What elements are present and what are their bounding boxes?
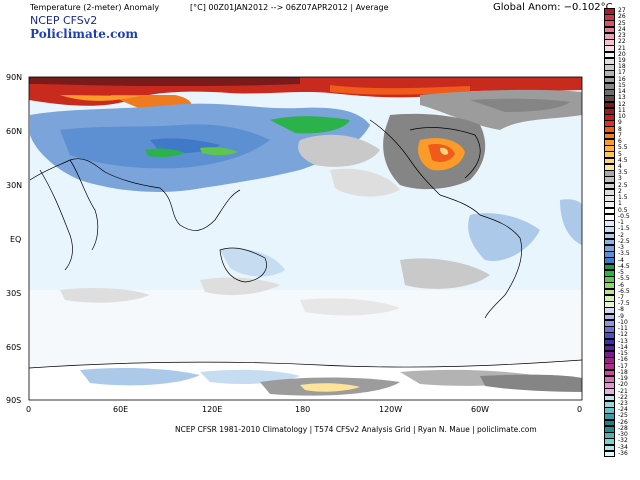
colorbar-label: 22 xyxy=(618,38,626,46)
colorbar-label: -7.5 xyxy=(618,300,630,308)
colorbar-label: 19 xyxy=(618,57,626,64)
colorbar-label: -0.5 xyxy=(618,212,630,220)
model-name: NCEP CFSv2 xyxy=(30,14,98,27)
lat-label-eq: EQ xyxy=(10,235,21,244)
colorbar-label: 9 xyxy=(618,119,622,127)
lat-label-30s: 30S xyxy=(6,289,21,298)
lat-label-60s: 60S xyxy=(6,343,21,352)
colorbar-label: 3 xyxy=(618,175,622,183)
colorbar-label: -8 xyxy=(618,306,624,314)
colorbar-label: 21 xyxy=(618,44,626,52)
colorbar-label: 4 xyxy=(618,163,622,171)
colorbar-label: -12 xyxy=(618,331,628,339)
colorbar-label: 18 xyxy=(618,63,626,71)
colorbar-label: 24 xyxy=(618,25,626,33)
colorbar-label: -6 xyxy=(618,281,624,289)
coastlines xyxy=(29,119,582,369)
colorbar-label: -4 xyxy=(618,256,624,264)
site-name: Policlimate.com xyxy=(30,27,139,41)
colorbar-label: -14 xyxy=(618,343,628,351)
colorbar-label: 2 xyxy=(618,187,622,195)
colorbar-label: -19 xyxy=(618,375,628,383)
colorbar-label: 5 xyxy=(618,150,622,158)
colorbar-label: -5 xyxy=(618,269,624,277)
colorbar-label: -1 xyxy=(618,219,624,227)
lon-label-0-left: 0 xyxy=(26,405,31,414)
colorbar-label: -24 xyxy=(618,406,628,414)
colorbar-label: -25 xyxy=(618,412,628,420)
colorbar-label: -13 xyxy=(618,337,628,345)
lon-label-120w: 120W xyxy=(379,405,402,414)
colorbar-label: 20 xyxy=(618,50,626,58)
colorbar-label: 27 xyxy=(618,7,626,15)
colorbar-label: -26 xyxy=(618,418,628,426)
lon-label-0-right: 0 xyxy=(577,405,582,414)
map-frame xyxy=(28,76,583,401)
colorbar-label: -2 xyxy=(618,231,624,239)
colorbar-label: -10 xyxy=(618,318,628,326)
lon-label-180: 180 xyxy=(295,405,310,414)
colorbar-label: 2.5 xyxy=(618,181,628,189)
colorbar-label: -28 xyxy=(618,424,628,432)
colorbar-label: -20 xyxy=(618,381,628,389)
colorbar-label: -4.5 xyxy=(618,262,630,270)
colorbar-label: 23 xyxy=(618,32,626,40)
colorbar-label: -32 xyxy=(618,437,628,445)
lon-label-120e: 120E xyxy=(202,405,222,414)
colorbar-label: -15 xyxy=(618,350,628,358)
map-title: Temperature (2-meter) Anomaly xyxy=(30,3,160,12)
colorbar-label: 1 xyxy=(618,200,622,208)
colorbar-label: -21 xyxy=(618,387,628,395)
global-anomaly-readout: Global Anom: −0.102°C xyxy=(493,2,613,13)
colorbar-label: 12 xyxy=(618,100,626,108)
colorbar-label: 3.5 xyxy=(618,169,628,177)
colorbar-label: 26 xyxy=(618,13,626,21)
colorbar-label: -34 xyxy=(618,443,628,451)
colorbar-label: 4.5 xyxy=(618,156,628,164)
colorbar-label: -17 xyxy=(618,362,628,370)
colorbar-label: 14 xyxy=(618,88,626,96)
colorbar-label: -3 xyxy=(618,244,624,252)
colorbar-label: -11 xyxy=(618,325,628,333)
colorbar-label: 5.5 xyxy=(618,144,628,152)
colorbar-label: -30 xyxy=(618,431,628,439)
map-subtitle: [°C] 00Z01JAN2012 --> 06Z07APR2012 | Ave… xyxy=(190,3,389,12)
lat-label-90s: 90S xyxy=(6,396,21,405)
colorbar-label: -18 xyxy=(618,368,628,376)
footer-credit: NCEP CFSR 1981-2010 Climatology | T574 C… xyxy=(175,425,537,434)
colorbar-label: -23 xyxy=(618,399,628,407)
colorbar-label: -6.5 xyxy=(618,287,630,295)
colorbar-label: 16 xyxy=(618,75,626,83)
colorbar-label: -22 xyxy=(618,393,628,401)
anomaly-map: 90N 60N 30N EQ 30S 60S 90S 0 60E 120E 18… xyxy=(6,73,583,414)
colorbar-label: -1.5 xyxy=(618,225,630,233)
lat-label-60n: 60N xyxy=(6,127,22,136)
colorbar-label: 6 xyxy=(618,138,622,146)
anomaly-fields xyxy=(29,77,582,400)
colorbar-label: 7 xyxy=(618,131,622,139)
colorbar-label: -7 xyxy=(618,293,624,301)
colorbar-label: 0.5 xyxy=(618,206,628,214)
colorbar-label: -3.5 xyxy=(618,250,630,258)
colorbar-label: -5.5 xyxy=(618,275,630,283)
lon-label-60e: 60E xyxy=(113,405,128,414)
colorbar-legend: 27 26 25 24 23 22 21 20 19 18 17 16 15 14 13 12 11 10 9 8 7 6… xyxy=(604,4,640,464)
lon-label-60w: 60W xyxy=(471,405,489,414)
colorbar-label: -16 xyxy=(618,356,628,364)
colorbar-swatch xyxy=(604,450,615,458)
colorbar-label: 25 xyxy=(618,19,626,27)
colorbar-label: 10 xyxy=(618,113,626,121)
colorbar-label: 1.5 xyxy=(618,194,628,202)
lat-label-90n: 90N xyxy=(6,73,22,82)
colorbar-label: 13 xyxy=(618,94,626,102)
colorbar-label: 17 xyxy=(618,69,626,77)
colorbar-label: 8 xyxy=(618,125,622,133)
colorbar-label: -36 xyxy=(618,449,628,457)
colorbar-label: -9 xyxy=(618,312,624,320)
lat-label-30n: 30N xyxy=(6,181,22,190)
brand-block: NCEP CFSv2 Policlimate.com xyxy=(30,14,138,41)
colorbar-label: 15 xyxy=(618,81,626,89)
colorbar-label: 11 xyxy=(618,106,626,114)
colorbar-label: -2.5 xyxy=(618,237,630,245)
